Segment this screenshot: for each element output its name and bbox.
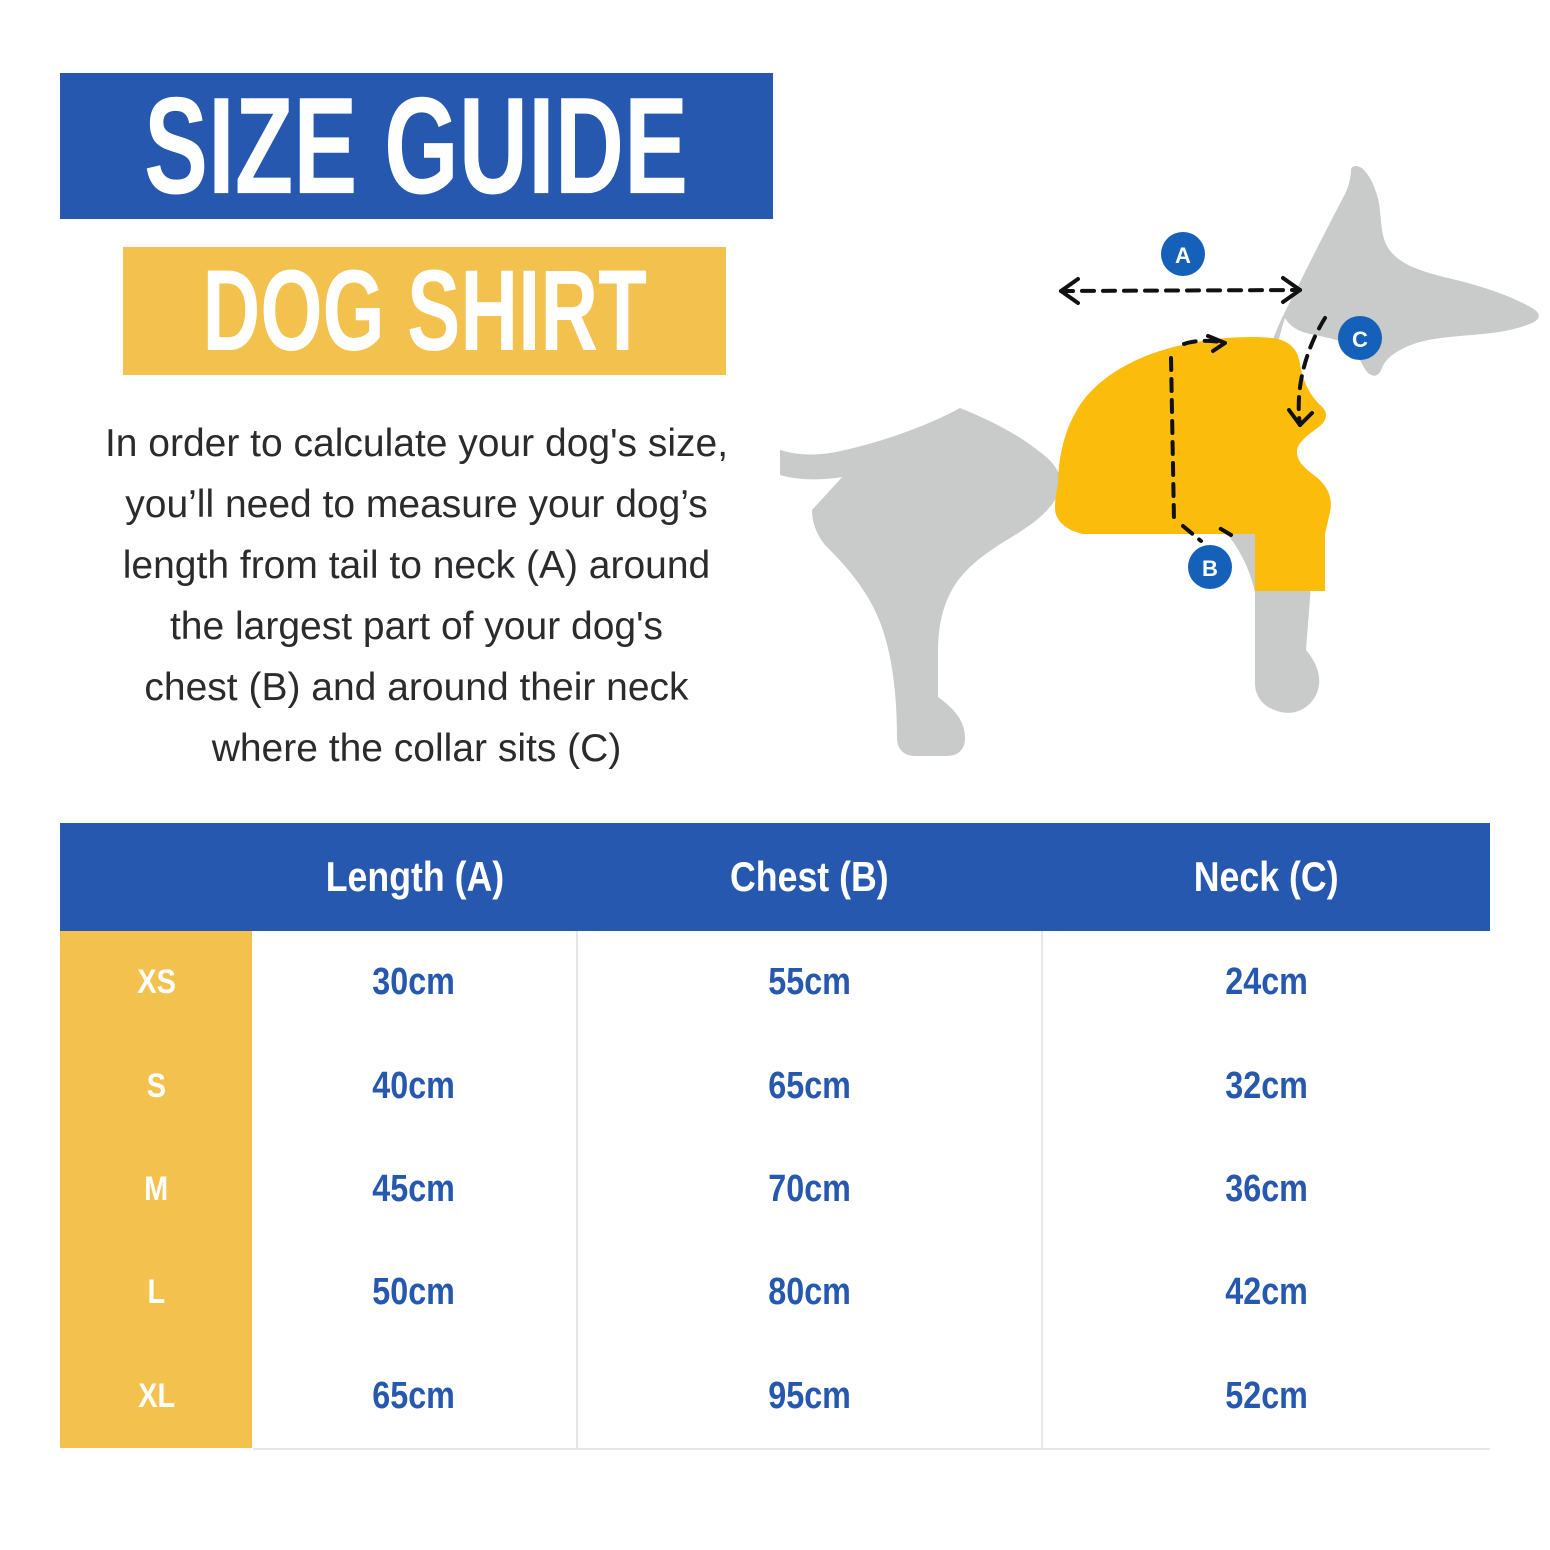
svg-text:A: A [1175,243,1191,268]
svg-text:B: B [1202,556,1218,581]
svg-text:C: C [1352,327,1368,352]
